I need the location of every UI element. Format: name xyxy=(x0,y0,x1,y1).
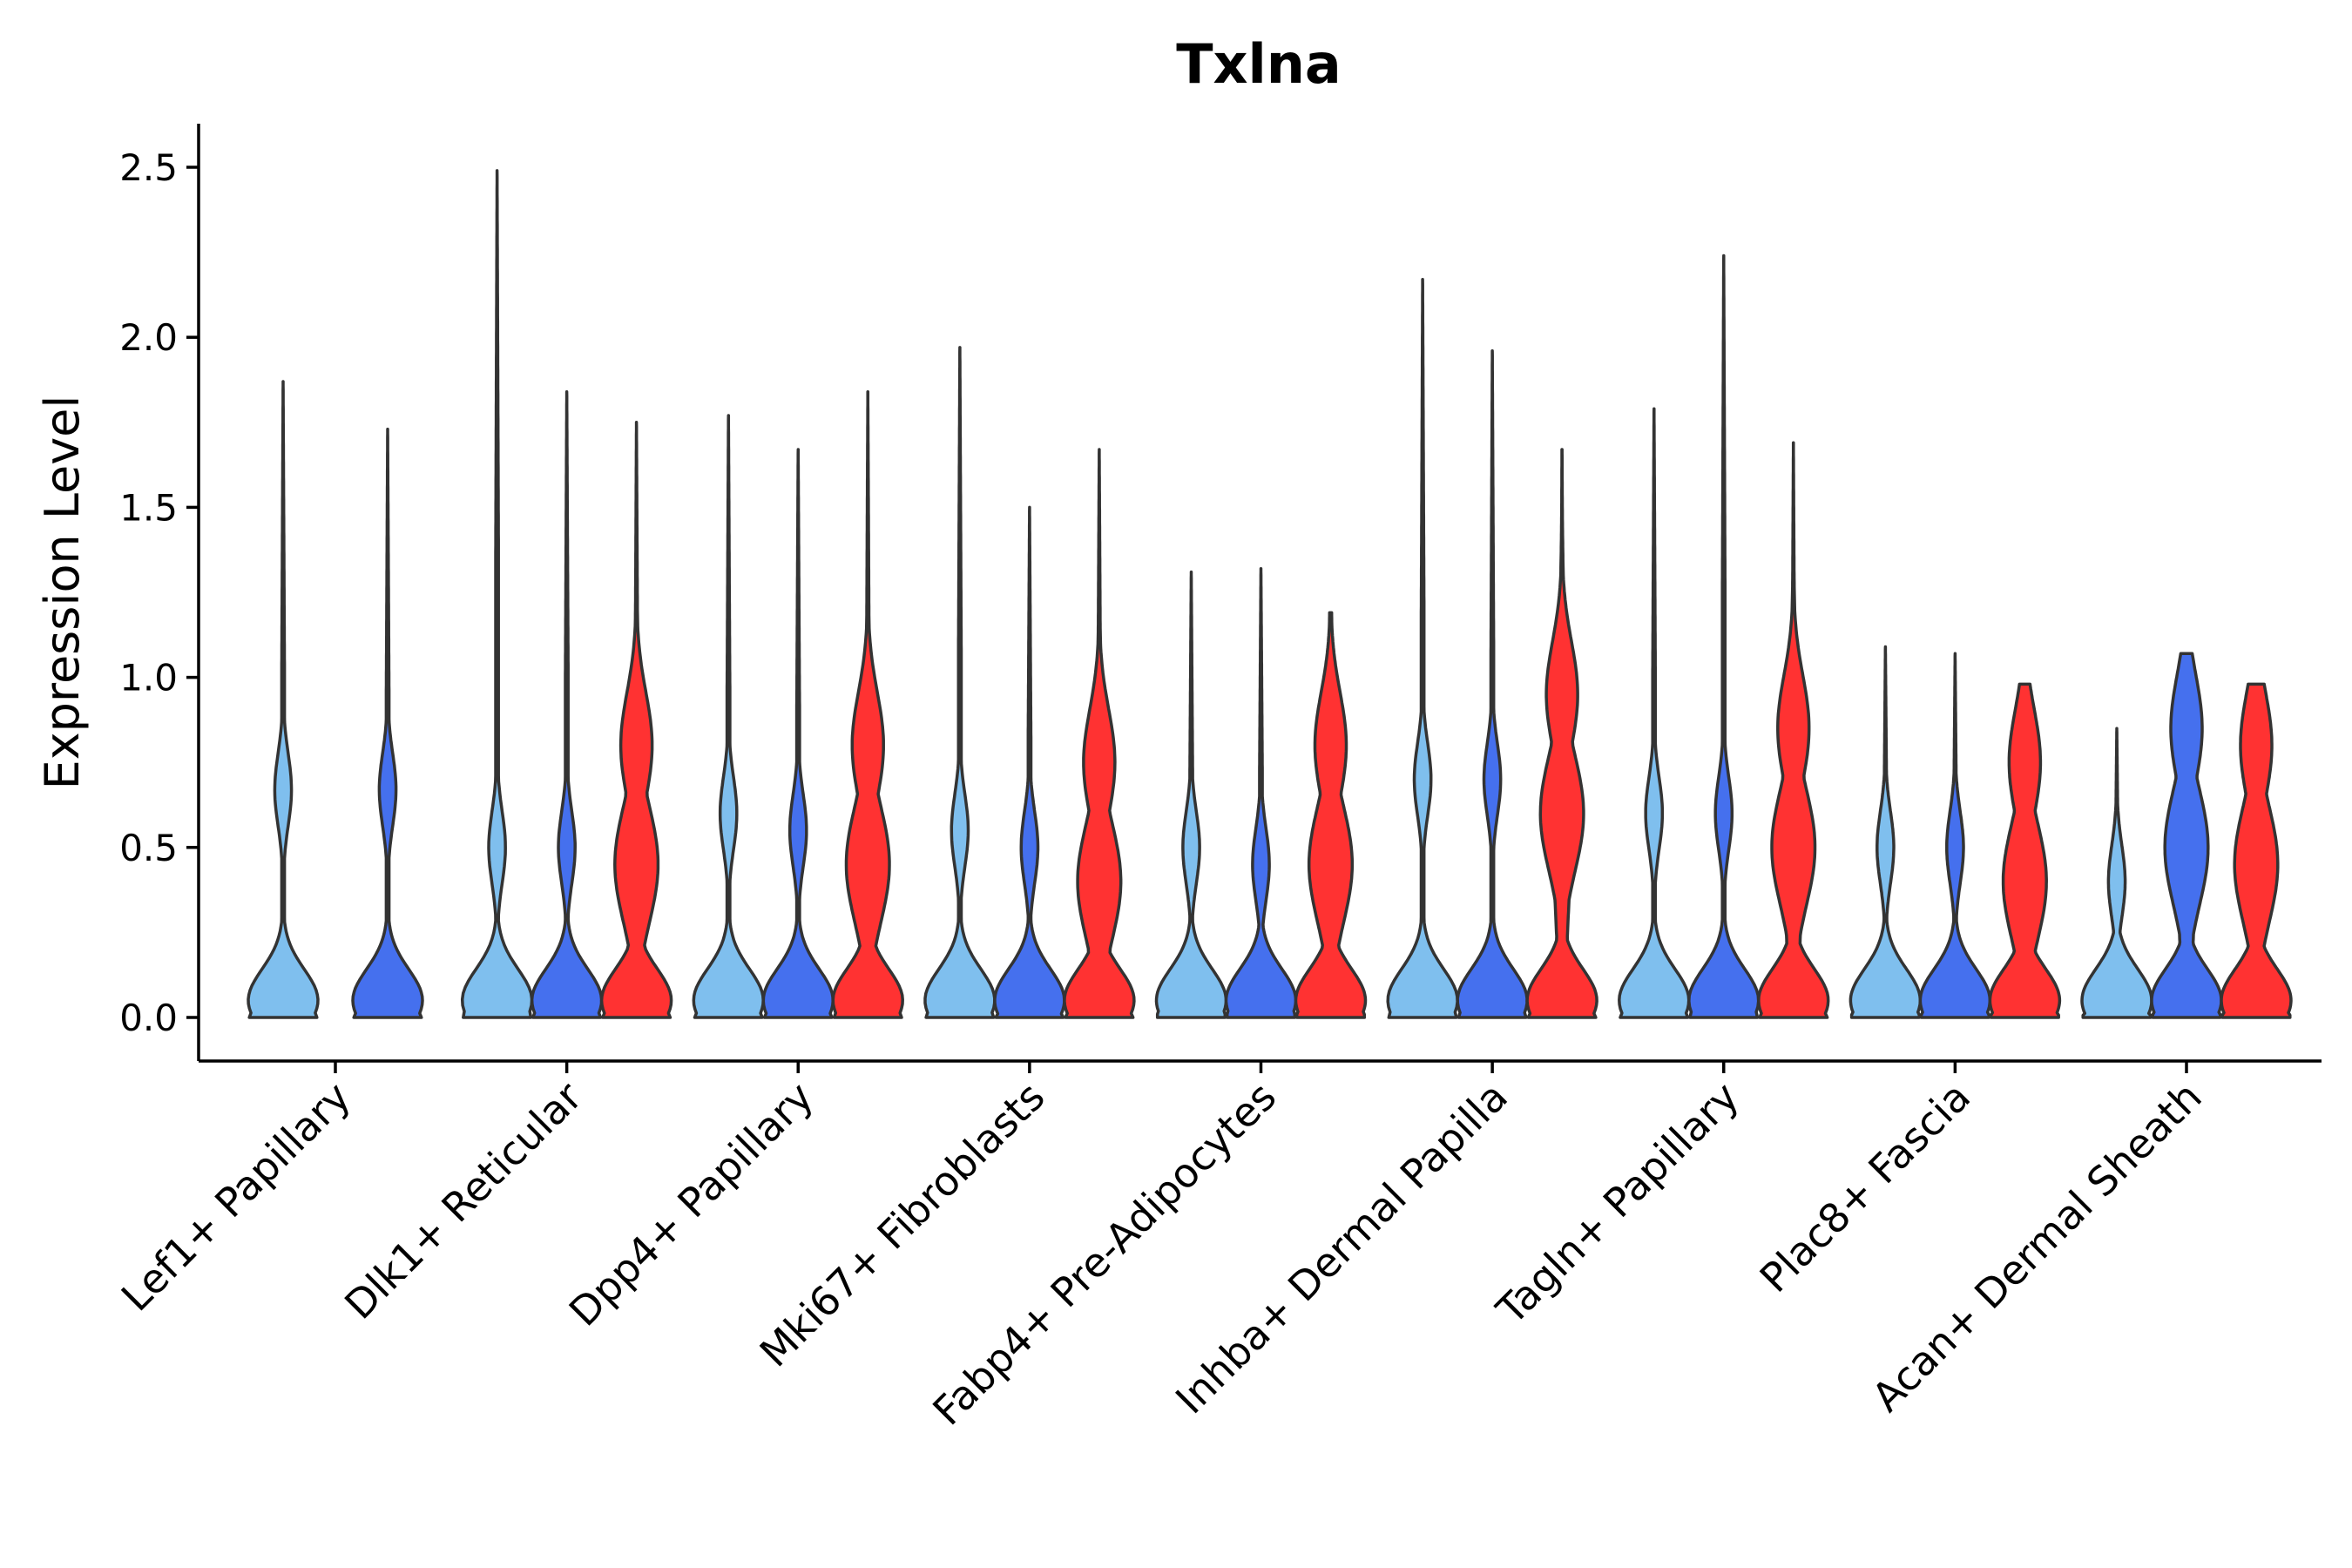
violin-7-1 xyxy=(1918,652,1992,1019)
x-tick-label: Dlk1+ Reticular xyxy=(335,1073,591,1328)
x-tick-label: Lef1+ Papillary xyxy=(112,1073,360,1321)
violin-1-1 xyxy=(530,389,604,1019)
violin-1-2 xyxy=(599,421,673,1019)
violin-3-1 xyxy=(993,505,1066,1019)
violin-6-2 xyxy=(1757,441,1830,1019)
y-tick-label: 0.0 xyxy=(119,997,178,1039)
y-ticks: 0.0 0.5 1.0 1.5 2.0 2.5 xyxy=(119,146,199,1039)
violin-8-2 xyxy=(2220,682,2293,1019)
violin-5-2 xyxy=(1525,448,1598,1019)
violin-6-1 xyxy=(1687,253,1761,1019)
violin-8-1 xyxy=(2150,652,2223,1019)
violin-4-1 xyxy=(1224,566,1298,1019)
violin-5-0 xyxy=(1386,278,1459,1019)
x-tick-label: Dpp4+ Papillary xyxy=(560,1073,822,1335)
violin-2-1 xyxy=(761,448,835,1019)
violin-4-2 xyxy=(1294,611,1368,1019)
y-tick-label: 0.5 xyxy=(119,827,178,869)
violin-7-0 xyxy=(1848,645,1923,1019)
violin-5-1 xyxy=(1456,349,1529,1019)
violin-3-0 xyxy=(923,346,997,1019)
violin-0-1 xyxy=(351,427,424,1019)
violin-4-0 xyxy=(1154,570,1228,1019)
y-tick-label: 2.5 xyxy=(119,146,178,189)
violin-2-0 xyxy=(692,414,765,1019)
violins-layer xyxy=(247,169,2293,1019)
violin-8-0 xyxy=(2080,727,2153,1019)
x-tick-label: Plac8+ Fascia xyxy=(1751,1073,1979,1301)
violin-1-0 xyxy=(460,169,534,1019)
violin-6-0 xyxy=(1618,407,1691,1019)
y-axis-label: Expression Level xyxy=(35,395,90,790)
chart-title: Txlna xyxy=(1176,32,1342,96)
y-tick-label: 1.5 xyxy=(119,486,178,529)
y-tick-label: 2.0 xyxy=(119,316,178,359)
y-tick-label: 1.0 xyxy=(119,657,178,700)
violin-2-2 xyxy=(831,389,904,1019)
x-tick-label: Tagln+ Papillary xyxy=(1487,1073,1748,1335)
violin-3-2 xyxy=(1063,448,1136,1019)
violin-0-0 xyxy=(247,380,320,1019)
violin-7-2 xyxy=(1988,682,2062,1019)
